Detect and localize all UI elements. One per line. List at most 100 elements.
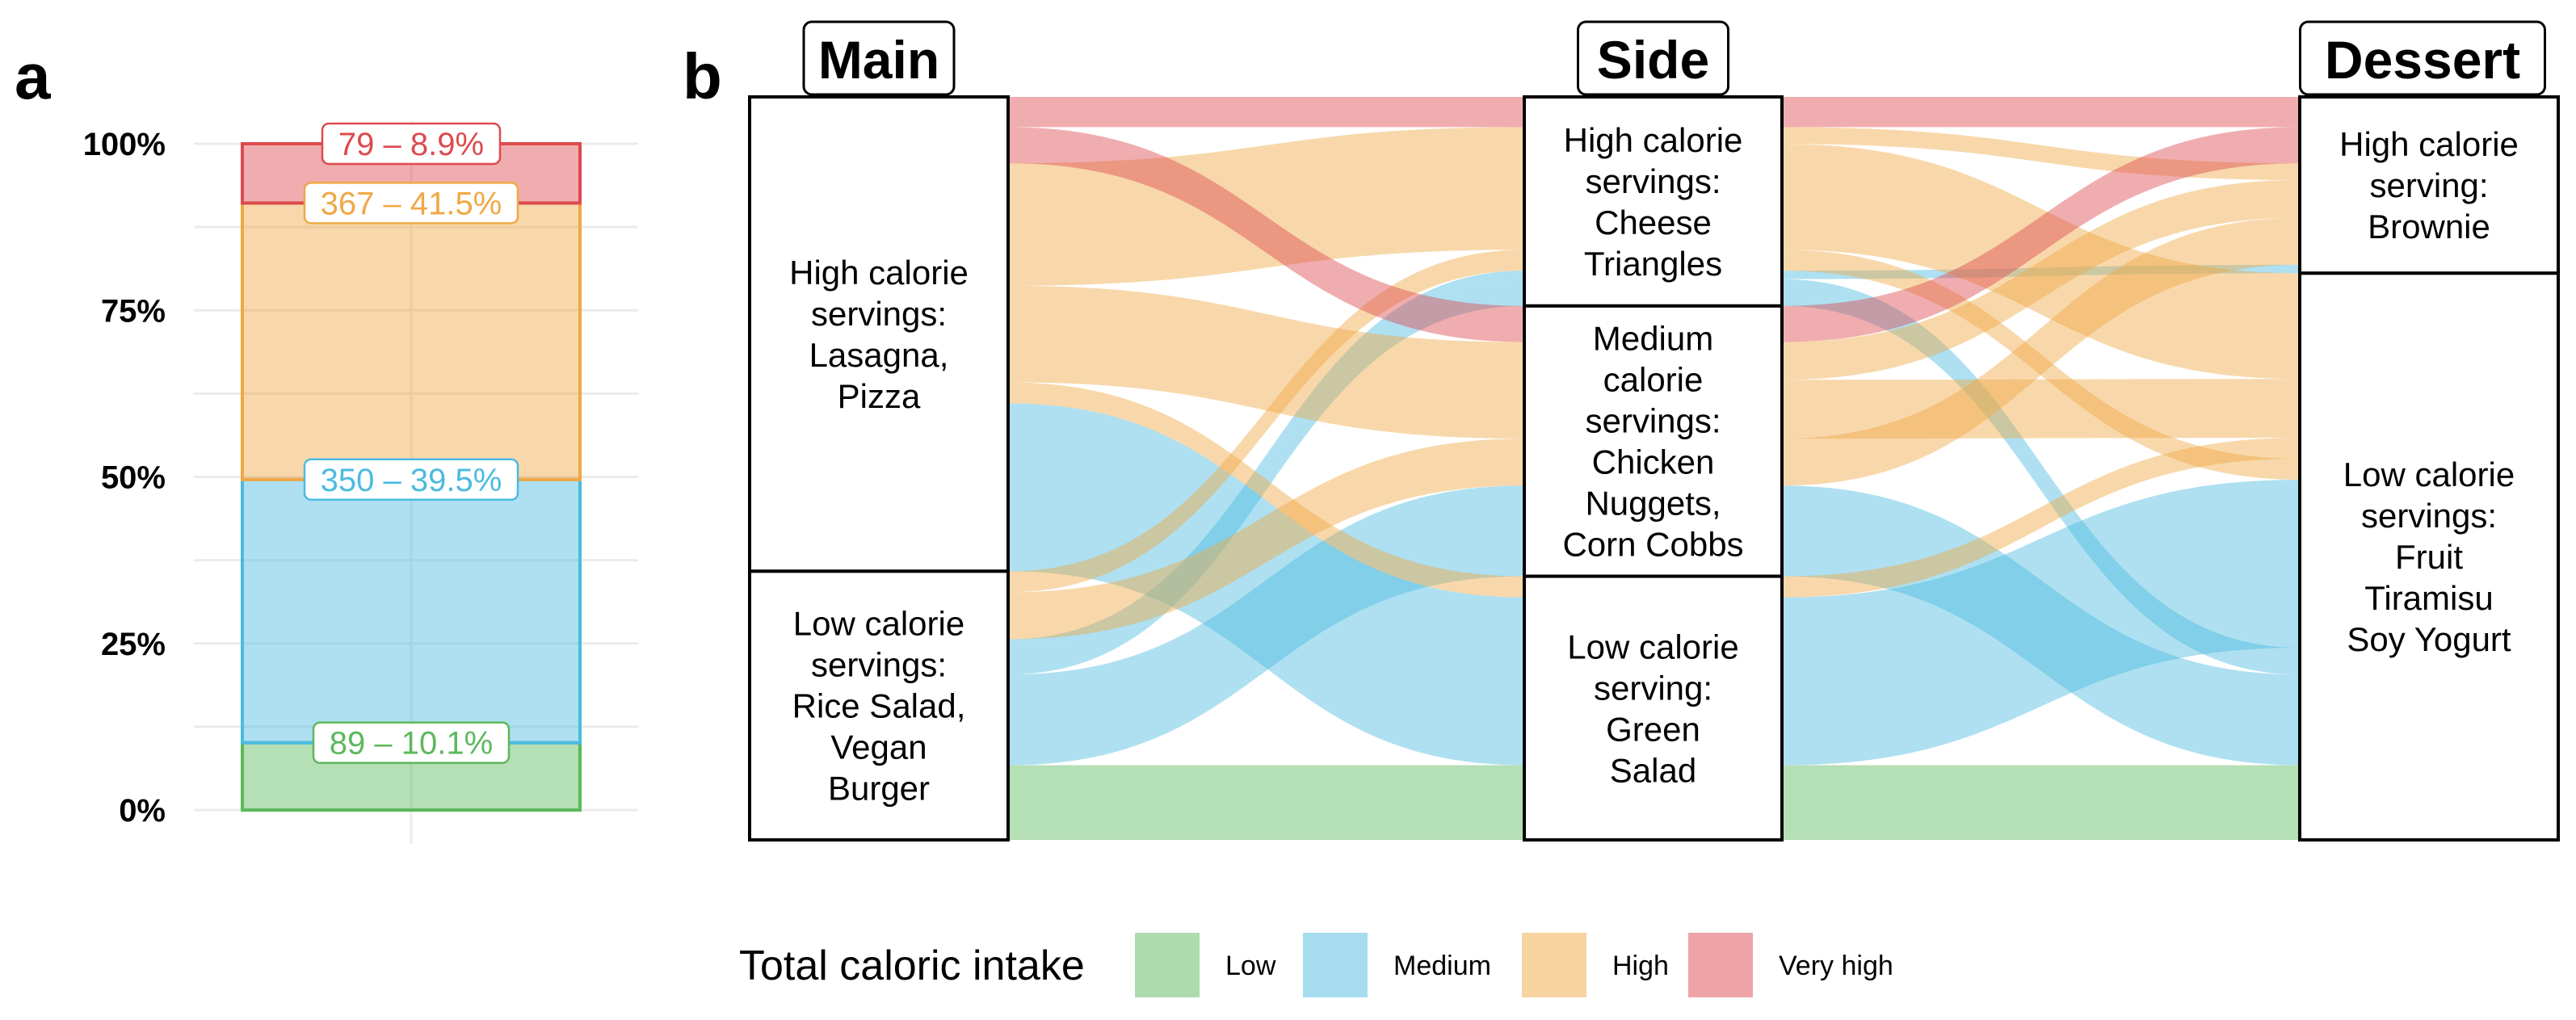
bar-label-low: 89 – 10.1% xyxy=(312,721,511,764)
stratum-dessert-0: High calorie serving: Brownie xyxy=(2298,95,2560,275)
legend-item-low: Low xyxy=(1135,933,1276,997)
stratum-label: High calorie servings: Cheese Triangles xyxy=(1564,121,1743,283)
flow-band xyxy=(1782,217,2300,486)
alluvial-diagram: High calorie servings: Lasagna, Pizza Low ca… xyxy=(739,20,2560,997)
header-box xyxy=(2299,20,2546,96)
header-box xyxy=(1577,20,1729,96)
flow-band xyxy=(1008,127,1524,180)
panel-a-label: a xyxy=(15,40,51,112)
flow-high xyxy=(1008,323,2300,439)
flow-low xyxy=(1008,765,2300,840)
flow-band xyxy=(1008,279,1524,675)
alluvial-flows xyxy=(1008,97,2300,840)
stratum-box xyxy=(1523,95,1784,308)
stratum-label: Low calorie servings: Rice Salad, Vegan Burg… xyxy=(792,605,966,808)
flow-medium xyxy=(1008,279,2300,675)
bar-labels: 89 – 10.1% 350 – 39.5% 367 – 41.5% 79 – 8.9… xyxy=(303,122,519,764)
stratum-side-1: Medium calorie servings: Chicken Nuggets, Cor… xyxy=(1523,304,1784,578)
label-text: 350 – 39.5% xyxy=(321,463,502,498)
legend-item-very-high: Very high xyxy=(1688,933,1893,997)
flow-band xyxy=(1782,765,2300,840)
stratum-main-0: High calorie servings: Lasagna, Pizza xyxy=(748,95,1010,573)
flow-band xyxy=(1008,439,1524,640)
stratum-side-2: Low calorie serving: Green Salad xyxy=(1523,574,1784,842)
flow-band xyxy=(1008,250,1524,593)
label-text: 89 – 10.1% xyxy=(330,726,493,762)
stratum-box xyxy=(2298,95,2560,275)
flow-band xyxy=(1782,480,2300,766)
bar-label-medium: 350 – 39.5% xyxy=(303,458,519,502)
flow-band xyxy=(1782,279,2300,675)
flow-very-high xyxy=(1008,127,2300,342)
bar-label-high: 367 – 41.5% xyxy=(303,182,519,225)
flow-band xyxy=(1008,765,1524,840)
flow-band xyxy=(1008,323,1524,439)
flow-high xyxy=(1008,144,2300,380)
header-text: Main xyxy=(818,30,939,90)
flow-band xyxy=(1008,382,1524,598)
axis-header-dessert: Dessert xyxy=(2299,20,2546,96)
flow-band xyxy=(1782,97,2300,128)
flow-band xyxy=(1008,127,1524,342)
flow-band xyxy=(1782,438,2300,598)
flow-very-high xyxy=(1008,97,2300,128)
legend-swatch xyxy=(1522,933,1586,997)
axis-header-main: Main xyxy=(802,20,956,96)
flow-high xyxy=(1008,127,2300,180)
legend-item-high: High xyxy=(1522,933,1669,997)
y-tick-label: 25% xyxy=(101,627,166,662)
label-box xyxy=(321,122,502,166)
y-tick-label: 100% xyxy=(83,127,166,162)
stratum-label: Low calorie servings: Fruit Tiramisu Soy Yog… xyxy=(2343,455,2515,658)
stratum-box xyxy=(748,95,1010,573)
label-box xyxy=(303,182,519,225)
flow-high xyxy=(1008,217,2300,640)
bar-segment-medium xyxy=(241,477,582,745)
legend: Total caloric intake Low Medium High Very hi… xyxy=(739,933,1893,997)
header-box xyxy=(802,20,956,96)
flow-band xyxy=(1008,285,1524,380)
stratum-label: High calorie serving: Brownie xyxy=(2339,125,2519,246)
y-tick-label: 75% xyxy=(101,293,166,329)
legend-label: Medium xyxy=(1393,951,1491,981)
stratum-side-0: High calorie servings: Cheese Triangles xyxy=(1523,95,1784,308)
flow-band xyxy=(1008,144,1524,286)
header-text: Side xyxy=(1597,30,1709,90)
label-box xyxy=(312,721,511,764)
stratum-box xyxy=(1523,304,1784,578)
y-axis-ticks: 0% 25% 50% 75% 100% xyxy=(83,127,166,829)
flow-band xyxy=(1008,485,1524,766)
flow-medium xyxy=(1008,264,2300,648)
legend-swatch xyxy=(1688,933,1753,997)
stratum-dessert-1: Low calorie servings: Fruit Tiramisu Soy Yog… xyxy=(2298,271,2560,842)
stacked-bar-chart: 0% 25% 50% 75% 100% 89 – 10.1% 350 – 39.5% 367… xyxy=(83,121,638,844)
y-tick-label: 0% xyxy=(119,793,166,829)
strata: High calorie servings: Lasagna, Pizza Low ca… xyxy=(748,95,2560,842)
bar-label-very-high: 79 – 8.9% xyxy=(321,122,502,166)
legend-title: Total caloric intake xyxy=(739,942,1085,989)
stratum-label: Low calorie serving: Green Salad xyxy=(1567,628,1738,789)
flow-band xyxy=(1782,179,2300,380)
flow-band xyxy=(1008,97,1524,128)
flow-band xyxy=(1782,379,2300,439)
flow-band xyxy=(1782,485,2300,766)
stratum-box xyxy=(2298,271,2560,842)
stratum-box xyxy=(748,569,1010,842)
flow-band xyxy=(1782,127,2300,180)
stratum-main-1: Low calorie servings: Rice Salad, Vegan Burg… xyxy=(748,569,1010,842)
flow-medium xyxy=(1008,403,2300,766)
y-tick-label: 50% xyxy=(101,460,166,496)
stratum-box xyxy=(1523,574,1784,842)
flow-band xyxy=(1782,250,2300,481)
legend-label: Very high xyxy=(1779,951,1893,981)
stratum-label: High calorie servings: Lasagna, Pizza xyxy=(789,254,969,415)
header-text: Dessert xyxy=(2325,30,2520,90)
legend-label: High xyxy=(1612,951,1669,981)
axis-header-side: Side xyxy=(1577,20,1729,96)
legend-item-medium: Medium xyxy=(1303,933,1491,997)
panel-b-label: b xyxy=(683,40,722,112)
flow-high xyxy=(1008,382,2300,598)
stratum-label: Medium calorie servings: Chicken Nuggets, Cor… xyxy=(1562,320,1743,564)
flow-band xyxy=(1008,271,1524,648)
